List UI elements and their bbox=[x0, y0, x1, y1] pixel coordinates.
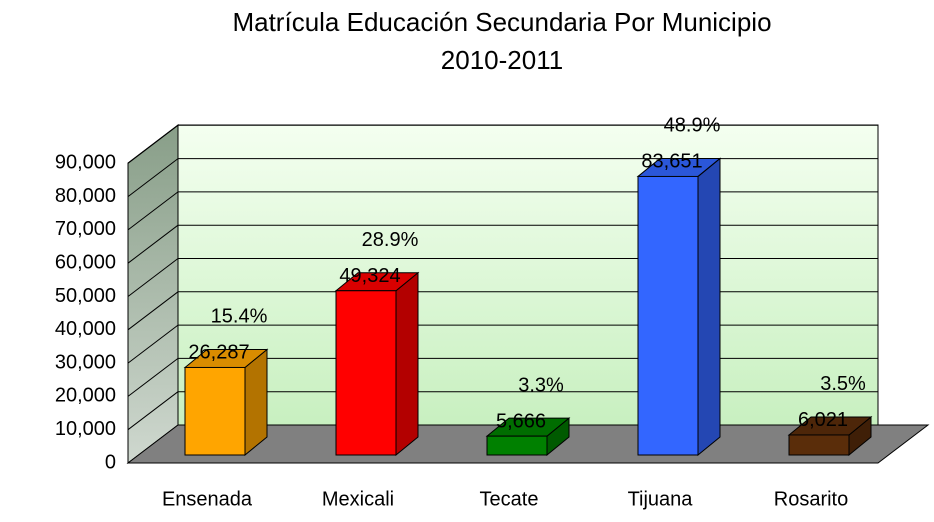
side-wall bbox=[127, 123, 179, 465]
data-label: 5,666 bbox=[496, 410, 546, 432]
bar bbox=[788, 434, 850, 456]
x-tick-label: Rosarito bbox=[774, 488, 848, 510]
y-tick-label: 90,000 bbox=[55, 152, 116, 174]
grid-line bbox=[127, 391, 179, 431]
bar bbox=[184, 366, 246, 456]
y-tick-label: 50,000 bbox=[55, 285, 116, 307]
bar-side bbox=[697, 157, 721, 457]
annotation: 3.5% bbox=[820, 373, 866, 395]
x-tick-label: Mexicali bbox=[322, 488, 394, 510]
grid-line bbox=[127, 358, 179, 397]
x-tick-label: Tecate bbox=[480, 488, 539, 510]
data-label: 83,651 bbox=[641, 151, 702, 173]
y-tick-label: 30,000 bbox=[55, 351, 116, 373]
chart-title: Matrícula Educación Secundaria Por Munic… bbox=[232, 7, 771, 37]
bar-side bbox=[395, 271, 419, 457]
bar bbox=[335, 290, 397, 456]
x-tick-label: Ensenada bbox=[162, 488, 253, 510]
grid-line bbox=[127, 158, 179, 197]
y-tick-label: 20,000 bbox=[55, 385, 116, 407]
annotation: 3.3% bbox=[518, 374, 564, 396]
annotation: 28.9% bbox=[362, 229, 419, 251]
y-tick-label: 10,000 bbox=[55, 418, 116, 440]
grid-line bbox=[127, 224, 179, 264]
y-tick-label: 60,000 bbox=[55, 251, 116, 273]
grid-line bbox=[127, 324, 179, 364]
x-tick-label: Tijuana bbox=[628, 488, 694, 510]
data-label: 26,287 bbox=[188, 342, 249, 364]
y-tick-label: 40,000 bbox=[55, 318, 116, 340]
grid-line bbox=[127, 124, 179, 164]
chart-subtitle: 2010-2011 bbox=[441, 45, 563, 75]
grid-line bbox=[127, 291, 179, 331]
data-label: 6,021 bbox=[798, 409, 848, 431]
annotation: 15.4% bbox=[211, 306, 268, 328]
bar bbox=[637, 175, 699, 456]
grid-line bbox=[127, 258, 179, 297]
y-tick-label: 0 bbox=[105, 451, 116, 473]
data-label: 49,324 bbox=[339, 265, 400, 287]
bar bbox=[486, 435, 548, 456]
grid-line bbox=[127, 191, 179, 231]
y-tick-label: 80,000 bbox=[55, 185, 116, 207]
y-tick-label: 70,000 bbox=[55, 218, 116, 240]
annotation: 48.9% bbox=[664, 115, 721, 137]
